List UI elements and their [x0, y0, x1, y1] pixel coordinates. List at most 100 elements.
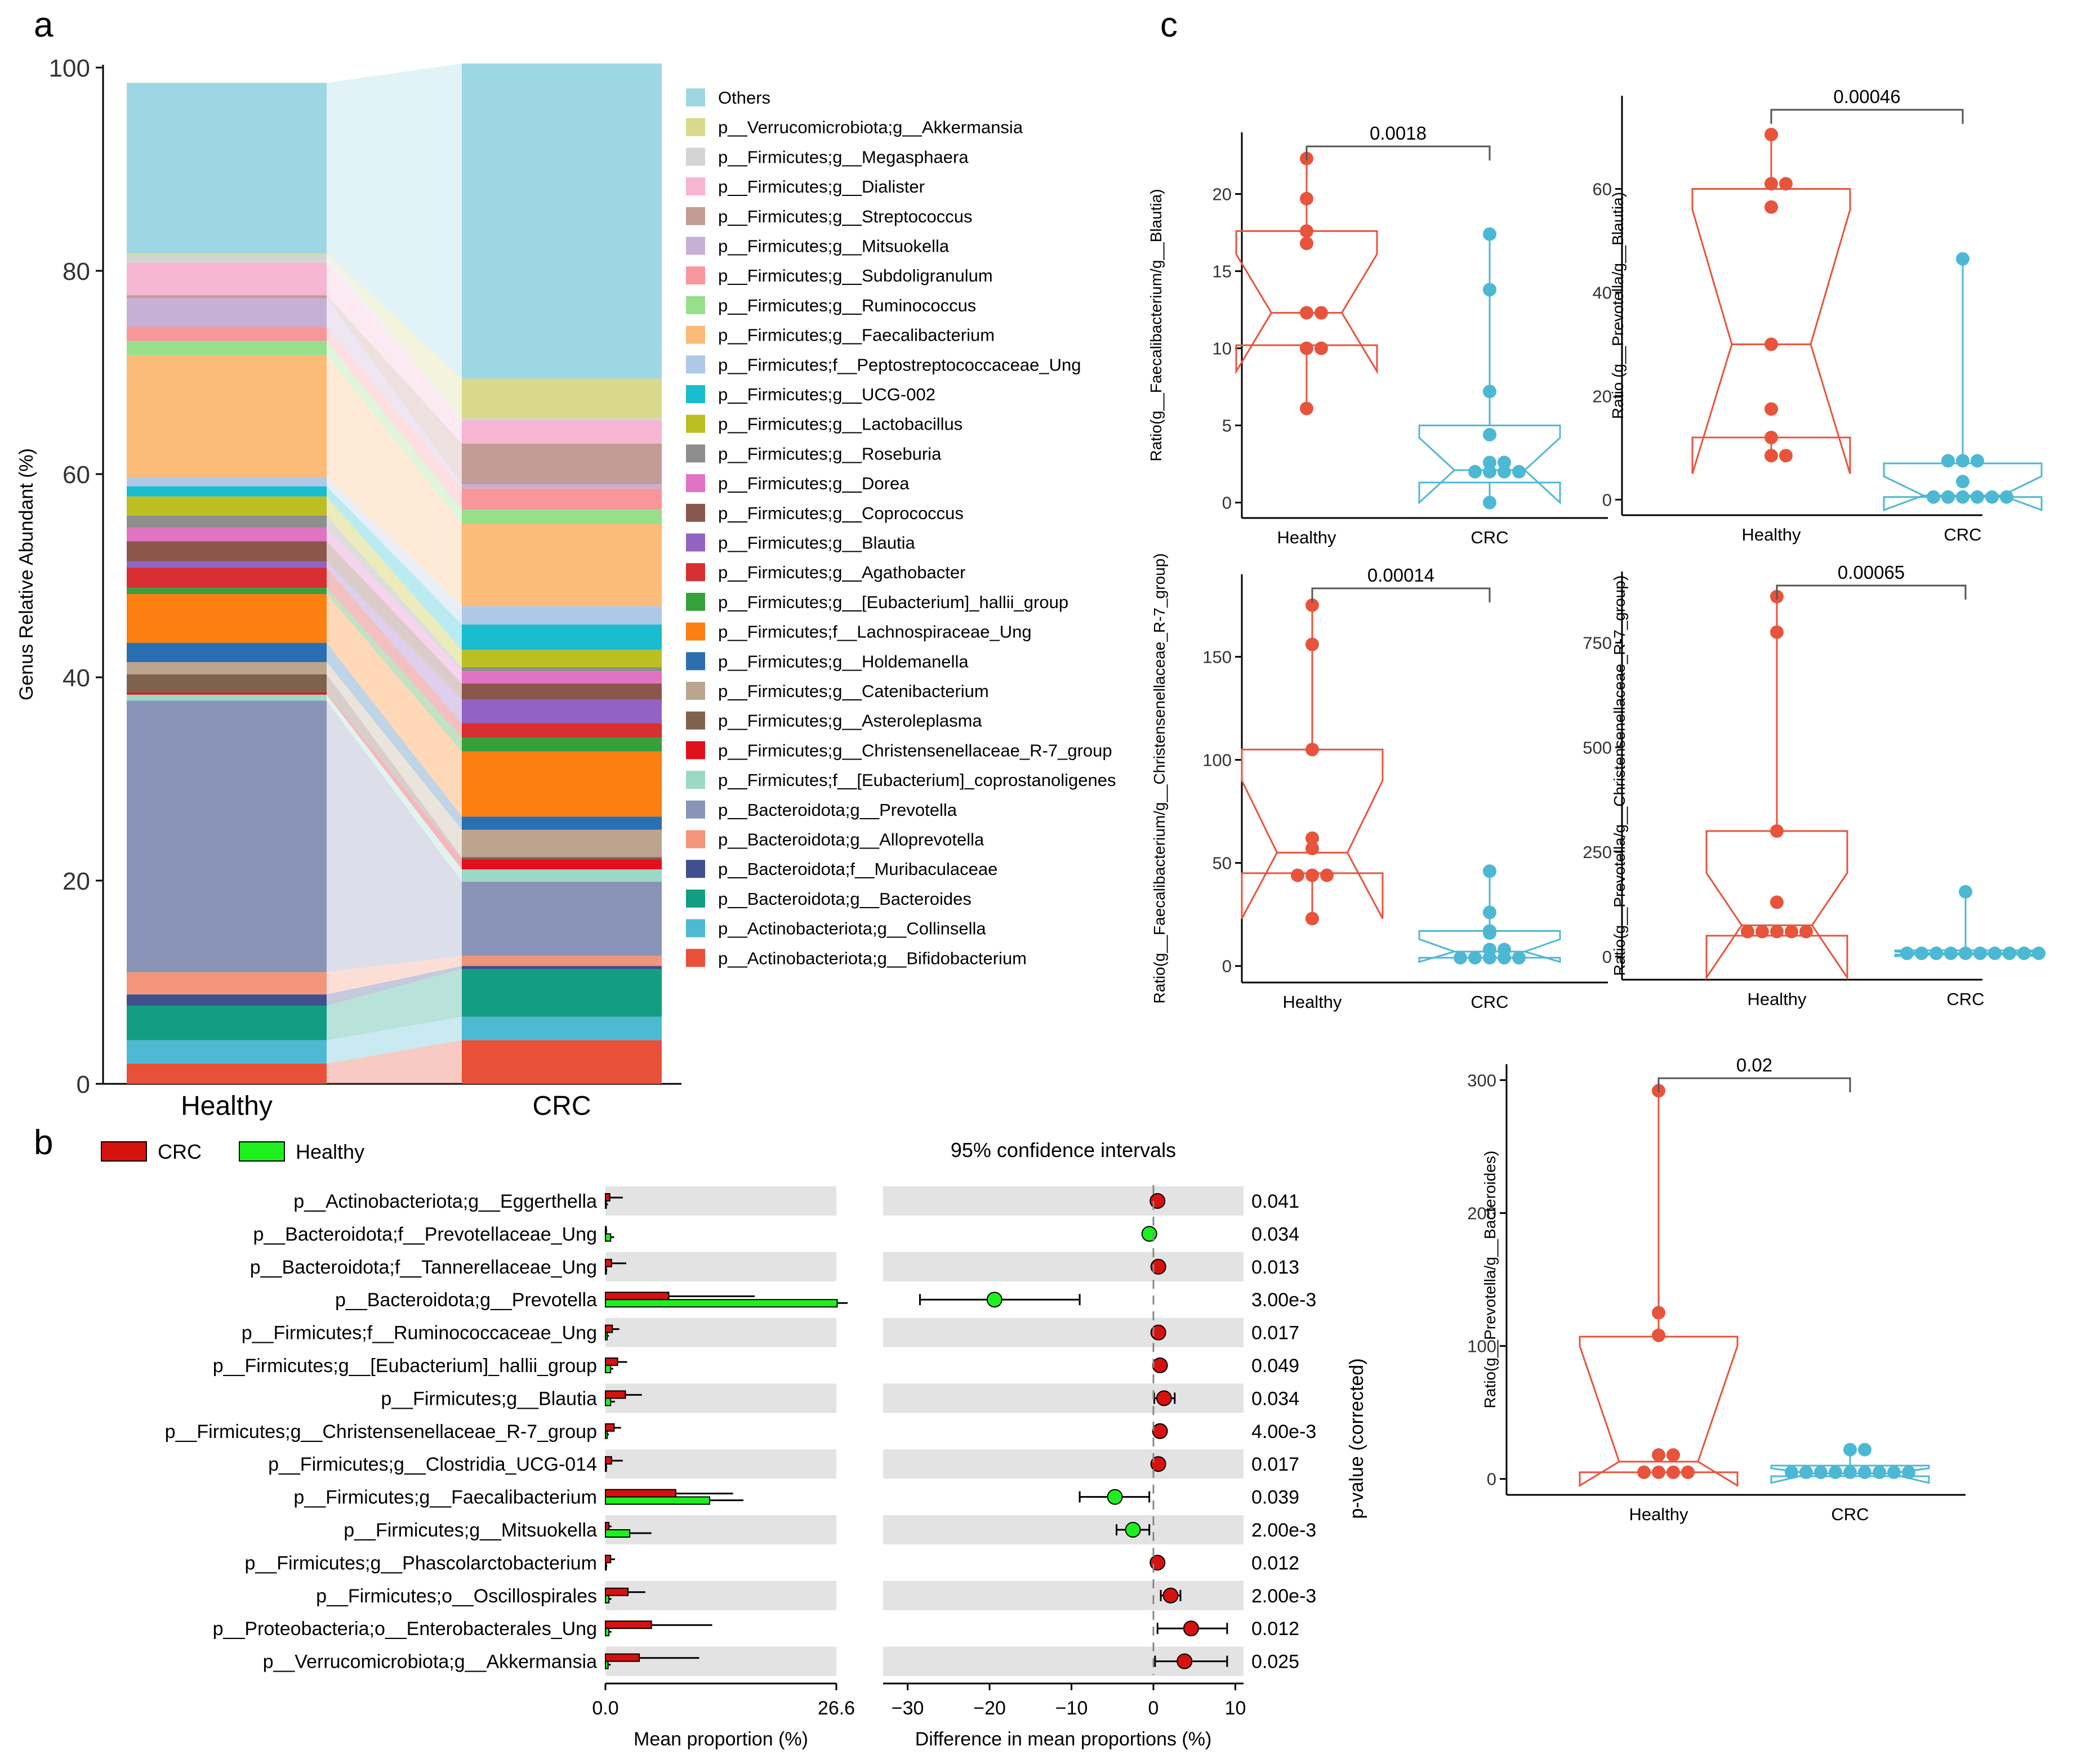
- a-y-tick-label: 60: [63, 461, 90, 489]
- a-bar-segment-crc: [462, 737, 662, 752]
- a-bar-segment-crc: [462, 859, 662, 870]
- c1-data-point: [1314, 306, 1328, 320]
- c1-data-point: [1300, 236, 1313, 251]
- a-bar-segment-healthy: [127, 355, 327, 477]
- c1-data-point: [1300, 341, 1313, 355]
- b-pvalue: 2.00e-3: [1251, 1586, 1316, 1607]
- c5-data-point: [1858, 1465, 1871, 1479]
- c1-data-point: [1483, 227, 1496, 241]
- a-legend-swatch: [686, 711, 705, 730]
- c5-data-point: [1814, 1465, 1828, 1479]
- b-right-tick-label: −30: [892, 1698, 924, 1719]
- a-legend-label: p__Verrucomicrobiota;g__Akkermansia: [718, 118, 1023, 137]
- b-bar-crc: [605, 1292, 670, 1301]
- a-legend-label: p__Firmicutes;g__Subdoligranulum: [718, 266, 993, 285]
- b-left-tick-label: 26.6: [818, 1698, 855, 1719]
- b-diff-point: [1152, 1357, 1168, 1373]
- b-diff-point: [1150, 1324, 1166, 1341]
- c5-data-point: [1652, 1306, 1665, 1320]
- b-row-band-right: [883, 1252, 1244, 1281]
- a-bar-segment-healthy: [127, 516, 327, 528]
- a-legend-swatch: [686, 414, 705, 433]
- a-bar-segment-healthy: [127, 588, 327, 594]
- b-feature-label: p__Firmicutes;g__Blautia: [381, 1388, 597, 1409]
- c3-data-point: [1483, 951, 1496, 965]
- c5-data-point: [1843, 1465, 1857, 1479]
- b-bar-crc: [605, 1226, 607, 1235]
- c3-box-crc: [1418, 930, 1561, 963]
- a-legend-swatch: [686, 148, 705, 166]
- a-legend-swatch: [686, 919, 705, 937]
- b-row-band-right: [883, 1580, 1244, 1610]
- a-legend-swatch: [686, 266, 705, 285]
- c2-box-healthy: [1691, 188, 1851, 474]
- c5-data-point: [1887, 1465, 1901, 1479]
- c2-y-tick-label: 60: [1593, 180, 1612, 199]
- c2-significance-bracket: [1770, 109, 1964, 124]
- b-bar-crc: [605, 1258, 612, 1267]
- a-legend-label: p__Firmicutes;g__Dorea: [718, 474, 910, 493]
- a-bar-segment-healthy: [127, 972, 327, 995]
- a-legend-swatch: [686, 949, 705, 967]
- c5-y-tick-label: 100: [1467, 1337, 1496, 1356]
- c2-data-point: [1764, 200, 1778, 214]
- a-legend-swatch: [686, 741, 705, 760]
- c2-y-tick-label: 40: [1593, 283, 1612, 303]
- c1-data-point: [1300, 224, 1313, 238]
- a-legend-swatch: [686, 563, 705, 582]
- a-bar-segment-crc: [462, 816, 662, 830]
- b-diff-point: [1162, 1587, 1179, 1604]
- c3-y-tick-label: 100: [1202, 751, 1232, 770]
- b-row-band-left: [605, 1383, 836, 1413]
- b-row-band-left: [605, 1580, 836, 1610]
- c1-data-point: [1483, 385, 1496, 399]
- c4-data-point: [1900, 946, 1914, 961]
- c3-significance-bracket: [1311, 587, 1491, 602]
- c1-y-tick-label: 10: [1213, 339, 1232, 359]
- c5-data-point: [1666, 1465, 1680, 1479]
- c4-data-point: [1988, 946, 2002, 961]
- a-flow-band: [327, 674, 462, 860]
- c5-data-point: [1902, 1465, 1915, 1479]
- c2-y-axis-title: Ratio (g__Prevotella/g__Blautia): [1609, 192, 1626, 419]
- a-bar-segment-healthy: [127, 700, 327, 972]
- c4-data-point: [1755, 925, 1769, 939]
- a-bar-segment-crc: [462, 969, 662, 1017]
- a-bar-segment-crc: [462, 667, 662, 672]
- c5-data-point: [1637, 1465, 1651, 1479]
- a-flow-band: [327, 254, 462, 421]
- c3-data-point: [1305, 841, 1319, 855]
- c3-data-point: [1498, 951, 1511, 965]
- c3-y-tick-label: 150: [1202, 647, 1232, 667]
- a-bar-segment-crc: [462, 510, 662, 524]
- a-flow-band: [327, 253, 462, 418]
- b-bar-crc: [605, 1489, 676, 1498]
- c2-data-point: [1927, 490, 1940, 504]
- b-diff-point: [1150, 1258, 1166, 1275]
- a-bar-segment-crc: [462, 1016, 662, 1040]
- c3-data-point: [1305, 598, 1319, 612]
- a-legend-swatch: [686, 88, 705, 106]
- c1-y-axis-title: Ratio(g__Faecalibacterium/g__Blautia): [1147, 189, 1165, 461]
- a-bar-segment-crc: [462, 524, 662, 606]
- a-legend-label: p__Firmicutes;g__Megasphaera: [718, 147, 969, 167]
- a-bar-segment-healthy: [127, 1006, 327, 1040]
- panel-b-error-bar-plot: CRC Healthy 95% confidence intervals p__Act…: [101, 1138, 1367, 1750]
- c3-data-point: [1454, 951, 1467, 965]
- a-legend-label: p__Firmicutes;g__Holdemanella: [718, 651, 969, 671]
- c5-data-point: [1652, 1328, 1665, 1342]
- a-bar-segment-crc: [462, 829, 662, 858]
- c3-box-healthy: [1241, 748, 1384, 919]
- b-diff-point: [1125, 1522, 1141, 1538]
- b-feature-label: p__Firmicutes;g__Christensenellaceae_R-7…: [165, 1421, 597, 1443]
- a-legend-label: p__Firmicutes;g__Mitsuokella: [718, 236, 950, 256]
- c1-data-point: [1483, 283, 1496, 297]
- b-pvalue: 0.012: [1251, 1552, 1299, 1574]
- c4-y-tick-label: 500: [1583, 738, 1612, 757]
- b-diff-point: [1152, 1423, 1168, 1439]
- a-legend-label: p__Firmicutes;g__Ruminococcus: [718, 296, 976, 315]
- a-bar-segment-crc: [462, 418, 662, 421]
- c2-data-point: [1985, 490, 1999, 504]
- c5-data-point: [1652, 1465, 1665, 1479]
- c2-box-crc: [1883, 462, 2043, 511]
